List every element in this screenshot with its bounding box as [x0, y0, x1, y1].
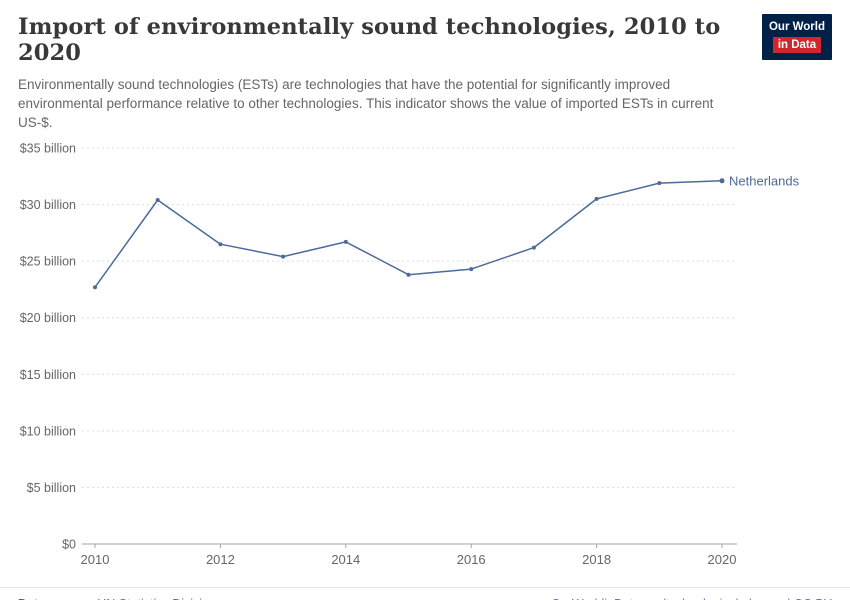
series-label[interactable]: Netherlands	[729, 174, 800, 189]
data-point[interactable]	[218, 242, 223, 247]
chart-header: Import of environmentally sound technolo…	[0, 0, 850, 132]
owid-logo-line1: Our World	[768, 21, 825, 33]
y-tick-label: $25 billion	[20, 255, 76, 269]
y-tick-label: $20 billion	[20, 312, 76, 326]
y-tick-label: $0	[62, 538, 76, 552]
data-point[interactable]	[93, 285, 97, 290]
y-tick-label: $5 billion	[27, 481, 76, 495]
line-chart[interactable]: $0 $5 billion $10 billion $15 billion $20 bi…	[18, 134, 832, 582]
chart-subtitle: Environmentally sound technologies (ESTs…	[18, 77, 714, 131]
data-point[interactable]	[281, 255, 286, 260]
x-tick-label: 2014	[331, 552, 360, 567]
owid-footer-link[interactable]: OurWorldinData.org/technological-change …	[551, 597, 832, 600]
x-tick-label: 2016	[457, 552, 486, 567]
x-tick-label: 2018	[582, 552, 611, 567]
y-tick-label: $10 billion	[20, 425, 76, 439]
data-point[interactable]	[469, 267, 474, 272]
owid-logo[interactable]: Our World in Data	[761, 14, 832, 61]
owid-logo-line2: in Data	[772, 36, 822, 54]
data-point[interactable]	[406, 273, 411, 278]
x-tick-label: 2020	[708, 552, 737, 567]
data-point[interactable]	[343, 240, 348, 245]
x-tick-label: 2010	[81, 552, 110, 567]
chart-footer: Data source: UN Statistics Division OurW…	[0, 587, 850, 600]
y-tick-label: $35 billion	[20, 142, 76, 156]
data-source-value: UN Statistics Division	[97, 597, 216, 600]
y-tick-label: $15 billion	[20, 368, 76, 382]
x-tick-label: 2012	[206, 552, 235, 567]
y-tick-label: $30 billion	[20, 199, 76, 213]
header-text: Import of environmentally sound technolo…	[18, 14, 748, 132]
data-point[interactable]	[594, 197, 599, 202]
data-point[interactable]	[719, 178, 725, 184]
data-point[interactable]	[657, 181, 662, 186]
data-line[interactable]	[94, 180, 723, 289]
data-point[interactable]	[155, 198, 160, 203]
data-source-label: Data source:	[18, 597, 94, 600]
chart-area: $0 $5 billion $10 billion $15 billion $20 bi…	[0, 134, 850, 587]
data-source: Data source: UN Statistics Division	[18, 597, 216, 600]
chart-title: Import of environmentally sound technolo…	[18, 14, 721, 66]
data-point[interactable]	[531, 246, 536, 251]
